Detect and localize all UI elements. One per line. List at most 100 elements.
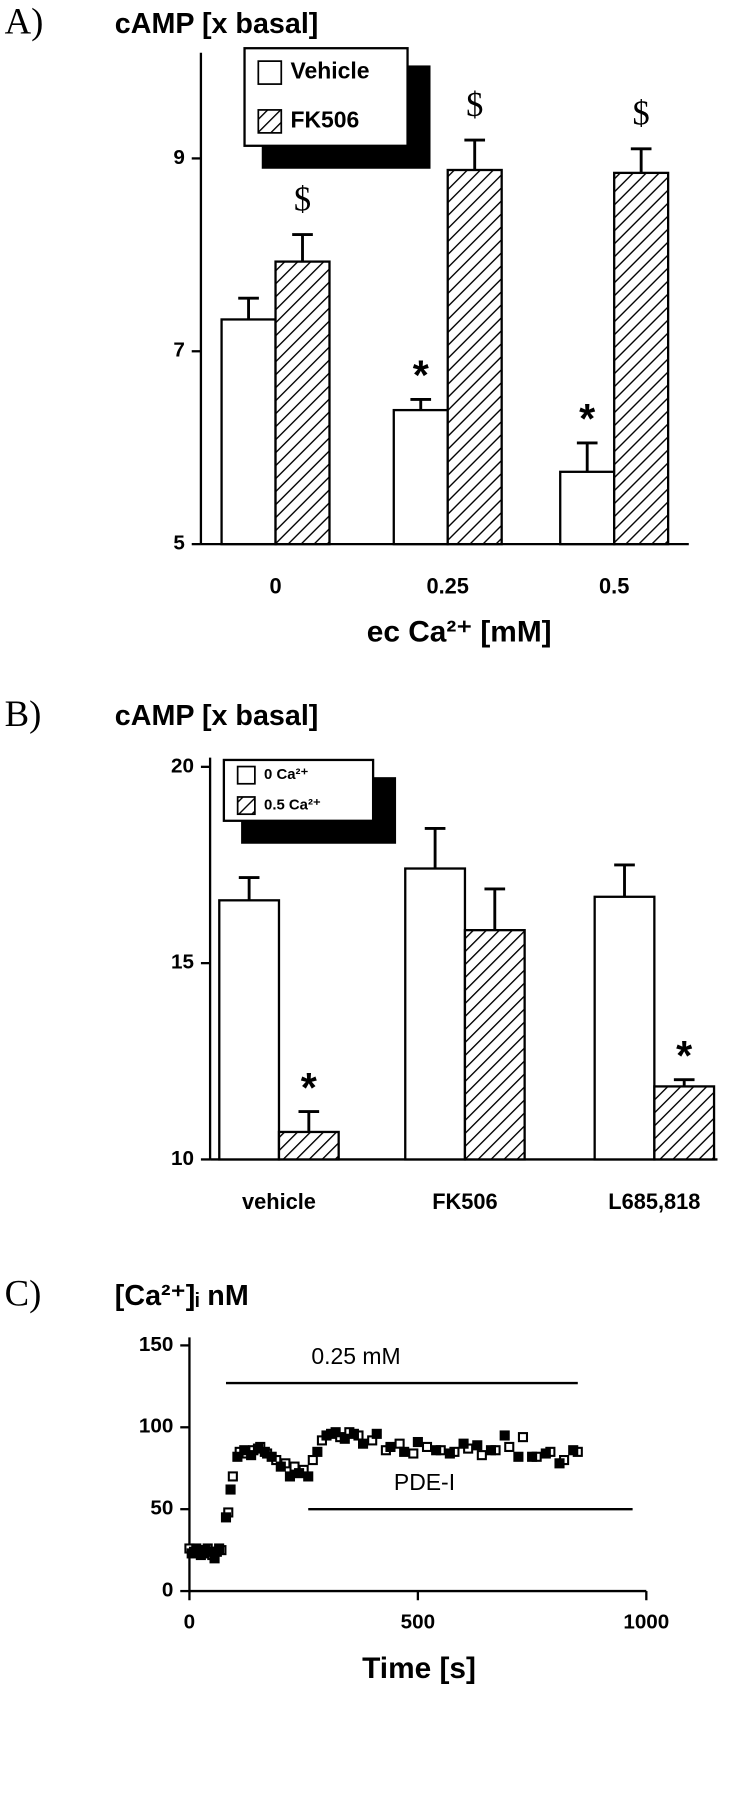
legend-label: 0 Ca²⁺ xyxy=(264,766,308,783)
data-point xyxy=(339,1433,350,1444)
y-tick-label: 15 xyxy=(171,951,194,974)
bar xyxy=(274,260,331,546)
x-tick-label: 500 xyxy=(401,1611,435,1634)
x-tick-label: 0.5 xyxy=(599,574,629,599)
error-bar xyxy=(614,863,635,897)
data-point xyxy=(394,1438,405,1449)
legend-swatch xyxy=(257,60,283,85)
data-point xyxy=(554,1458,565,1469)
x-tick-label: 0 xyxy=(184,1611,196,1634)
panel-label: B) xyxy=(5,693,42,734)
data-point xyxy=(458,1438,469,1449)
bar xyxy=(653,1085,716,1161)
bar xyxy=(220,318,277,546)
significance-mark: $ xyxy=(633,95,650,133)
chart-title: cAMP [x basal] xyxy=(115,700,319,732)
data-point xyxy=(330,1427,341,1438)
data-point xyxy=(209,1553,220,1564)
y-tick-label: 10 xyxy=(171,1147,194,1170)
data-point xyxy=(444,1448,455,1459)
data-point xyxy=(225,1484,236,1495)
legend-label: 0.5 Ca²⁺ xyxy=(264,797,321,814)
data-point xyxy=(568,1445,579,1456)
data-point xyxy=(214,1543,225,1554)
data-point xyxy=(517,1432,529,1443)
y-tick-label: 50 xyxy=(150,1497,173,1520)
data-point xyxy=(294,1468,305,1479)
bar xyxy=(392,408,449,546)
legend-swatch xyxy=(236,796,256,816)
error-bar xyxy=(292,233,313,262)
panel-label: C) xyxy=(5,1273,42,1314)
x-tick-label: 0.25 xyxy=(427,574,469,599)
bar xyxy=(613,171,670,546)
x-axis-title: ec Ca²⁺ [mM] xyxy=(367,616,552,649)
data-point xyxy=(399,1446,410,1457)
panel-label: A) xyxy=(5,1,44,42)
data-point xyxy=(321,1430,332,1441)
legend-swatch xyxy=(236,765,256,785)
y-tick-label: 7 xyxy=(173,339,185,362)
data-point xyxy=(284,1471,296,1482)
significance-mark: * xyxy=(413,353,430,399)
bar xyxy=(404,867,467,1161)
data-point xyxy=(513,1451,524,1462)
data-point xyxy=(504,1441,515,1453)
chart-title: cAMP [x basal] xyxy=(115,8,319,40)
data-point xyxy=(307,1455,318,1466)
x-axis-title: Time [s] xyxy=(362,1652,476,1685)
legend-label: Vehicle xyxy=(290,58,369,84)
error-bar xyxy=(673,1078,695,1087)
bar xyxy=(446,168,503,546)
data-point xyxy=(527,1451,538,1462)
data-point xyxy=(232,1451,243,1462)
bar xyxy=(463,929,526,1161)
error-bar xyxy=(410,398,432,411)
x-tick-label: L685,818 xyxy=(608,1189,700,1214)
y-tick-label: 9 xyxy=(173,146,185,169)
data-point xyxy=(246,1450,257,1461)
data-point xyxy=(303,1471,314,1482)
bar xyxy=(593,895,656,1161)
y-tick-label: 150 xyxy=(139,1333,173,1356)
y-tick-label: 20 xyxy=(171,754,194,777)
error-bar xyxy=(424,827,446,869)
significance-mark: $ xyxy=(466,86,483,124)
data-point xyxy=(312,1446,323,1457)
data-point xyxy=(371,1428,382,1439)
x-tick-label: FK506 xyxy=(432,1189,497,1214)
legend-label: FK506 xyxy=(290,106,359,132)
data-point xyxy=(275,1461,286,1472)
significance-mark: * xyxy=(676,1033,693,1079)
data-point xyxy=(499,1430,510,1441)
data-point xyxy=(476,1450,487,1461)
data-point xyxy=(227,1471,238,1482)
data-point xyxy=(472,1440,483,1451)
data-point xyxy=(408,1448,419,1459)
significance-mark: $ xyxy=(294,180,311,218)
y-tick-label: 0 xyxy=(162,1579,174,1602)
error-bar xyxy=(630,147,652,173)
data-point xyxy=(385,1441,396,1453)
bar xyxy=(218,899,281,1161)
data-point xyxy=(431,1445,442,1456)
treatment-label: PDE-I xyxy=(394,1469,455,1495)
data-point xyxy=(220,1512,232,1523)
significance-mark: * xyxy=(579,396,596,442)
data-point xyxy=(348,1428,359,1439)
error-bar xyxy=(464,138,486,170)
data-point xyxy=(485,1445,497,1456)
legend-swatch xyxy=(257,109,283,134)
error-bar xyxy=(238,876,260,901)
error-bar xyxy=(576,441,598,472)
y-tick-label: 5 xyxy=(173,532,185,555)
data-point xyxy=(540,1448,551,1459)
data-point xyxy=(358,1438,369,1449)
error-bar xyxy=(238,296,259,320)
treatment-label: 0.25 mM xyxy=(311,1343,400,1369)
data-point xyxy=(412,1436,423,1448)
y-tick-label: 100 xyxy=(139,1415,173,1438)
error-bar xyxy=(298,1110,320,1132)
data-point xyxy=(266,1451,277,1462)
